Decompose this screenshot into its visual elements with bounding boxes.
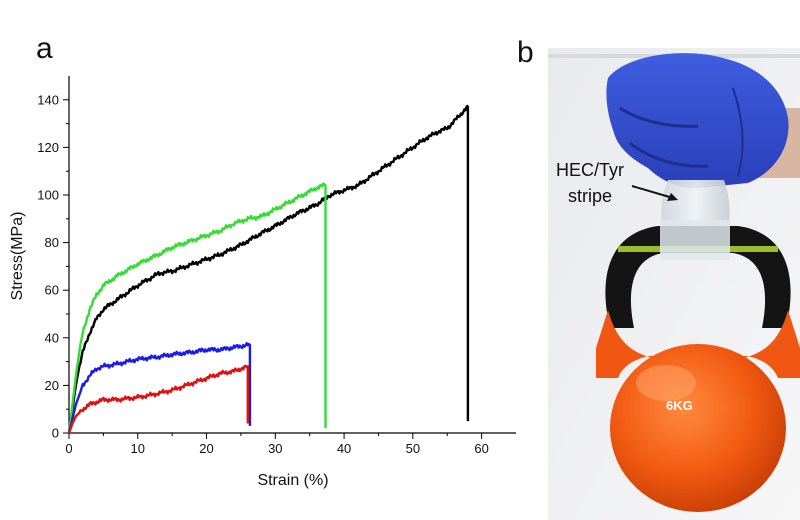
panel-b-label: b: [517, 36, 534, 69]
chart-series: [67, 104, 470, 434]
y-axis-label: Stress(MPa): [9, 212, 26, 301]
x-tick-label: 0: [65, 441, 72, 456]
panel-a-label: a: [36, 32, 53, 65]
x-tick-label: 60: [474, 441, 488, 456]
x-tick-label: 50: [406, 441, 420, 456]
stripe-wrap: [660, 220, 730, 260]
x-tick-label: 40: [337, 441, 351, 456]
series-line-red: [67, 364, 250, 434]
y-tick-label: 140: [37, 92, 59, 107]
blue-glove-hand: [606, 53, 789, 189]
y-tick-label: 100: [37, 188, 59, 203]
series-line-green: [67, 182, 327, 434]
y-tick-label: 80: [45, 235, 59, 250]
annotation-label-line1: HEC/Tyr: [555, 160, 624, 180]
y-tick-label: 0: [52, 426, 59, 441]
y-tick-label: 60: [45, 283, 59, 298]
weight-label: 6KG: [666, 398, 693, 413]
x-tick-label: 30: [268, 441, 282, 456]
x-tick-label: 10: [131, 441, 145, 456]
y-tick-label: 120: [37, 140, 59, 155]
annotation-label-line2: stripe: [567, 186, 612, 206]
annotation-arrowhead: [667, 193, 678, 201]
kettlebell-body: [596, 310, 800, 512]
photo-illustration: 6KG: [548, 48, 800, 520]
annotation-arrow-line: [631, 185, 674, 199]
x-tick-label: 20: [199, 441, 213, 456]
stress-strain-chart: 0 10 20 30 40 50 60 0 20 40 60 80 100 120 140 Strain (…: [9, 76, 516, 489]
y-tick-label: 20: [45, 378, 59, 393]
series-line-black: [67, 104, 470, 434]
kettlebell-photo: 6KG HEC/Tyr stripe: [548, 48, 800, 520]
chart-axes: 0 10 20 30 40 50 60 0 20 40 60 80 100 120 140: [37, 76, 516, 456]
series-line-blue: [67, 342, 252, 434]
x-axis-label: Strain (%): [257, 472, 328, 489]
y-tick-label: 40: [45, 330, 59, 345]
